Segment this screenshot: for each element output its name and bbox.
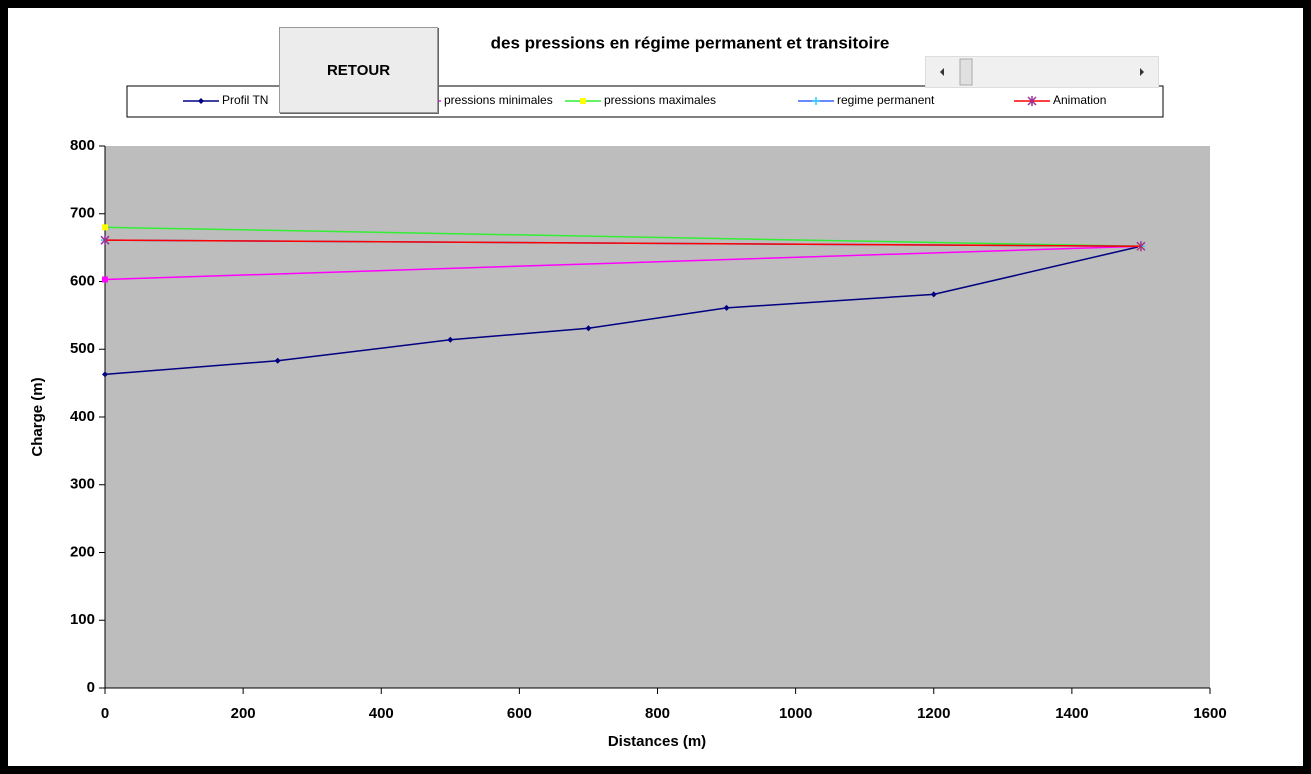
- marker: [102, 224, 108, 231]
- x-axis-title: Distances (m): [608, 733, 706, 750]
- legend-label: pressions minimales: [444, 93, 553, 107]
- retour-button[interactable]: RETOUR: [279, 27, 438, 113]
- scroll-right-arrow[interactable]: [1140, 68, 1144, 76]
- y-tick-label: 800: [70, 137, 95, 154]
- legend-marker: [580, 98, 586, 104]
- legend-label: Profil TN: [222, 93, 268, 107]
- legend-marker: [812, 97, 820, 105]
- marker: [1136, 241, 1146, 252]
- series-line: [104, 226, 1141, 248]
- y-tick-label: 100: [70, 611, 95, 628]
- plot-area: [105, 146, 1210, 688]
- marker: [930, 291, 937, 298]
- y-tick-label: 400: [70, 408, 95, 425]
- y-tick-label: 300: [70, 476, 95, 493]
- x-tick-label: 800: [645, 705, 670, 722]
- scroll-thumb[interactable]: [959, 58, 973, 86]
- marker: [102, 371, 108, 378]
- y-tick-label: 700: [70, 205, 95, 222]
- x-tick-label: 1400: [1055, 705, 1088, 722]
- marker: [723, 304, 730, 311]
- legend-marker: [198, 98, 204, 104]
- x-tick-label: 400: [369, 705, 394, 722]
- legend-marker: [1027, 96, 1037, 106]
- y-tick-label: 200: [70, 543, 95, 560]
- x-tick-label: 600: [507, 705, 532, 722]
- y-tick-label: 500: [70, 340, 95, 357]
- x-tick-label: 1200: [917, 705, 950, 722]
- x-tick-label: 200: [231, 705, 256, 722]
- y-axis-title: Charge (m): [29, 377, 46, 456]
- marker: [585, 325, 592, 332]
- legend-label: Animation: [1053, 93, 1106, 107]
- legend-label: pressions maximales: [604, 93, 716, 107]
- marker: [274, 357, 281, 364]
- scroll-left-arrow[interactable]: [940, 68, 944, 76]
- marker: [447, 336, 454, 343]
- y-tick-label: 600: [70, 272, 95, 289]
- chart-title: des pressions en régime permanent et tra…: [491, 33, 890, 52]
- series-line: [104, 245, 1141, 281]
- scrollbar[interactable]: [925, 56, 1159, 88]
- marker: [102, 276, 108, 283]
- x-tick-label: 1000: [779, 705, 812, 722]
- marker: [100, 235, 110, 246]
- x-tick-label: 1600: [1193, 705, 1226, 722]
- y-tick-label: 0: [87, 679, 95, 696]
- x-tick-label: 0: [101, 705, 109, 722]
- scrollbar-graphic: [940, 58, 1144, 86]
- series-line: [104, 239, 1141, 248]
- legend-label: regime permanent: [837, 93, 935, 107]
